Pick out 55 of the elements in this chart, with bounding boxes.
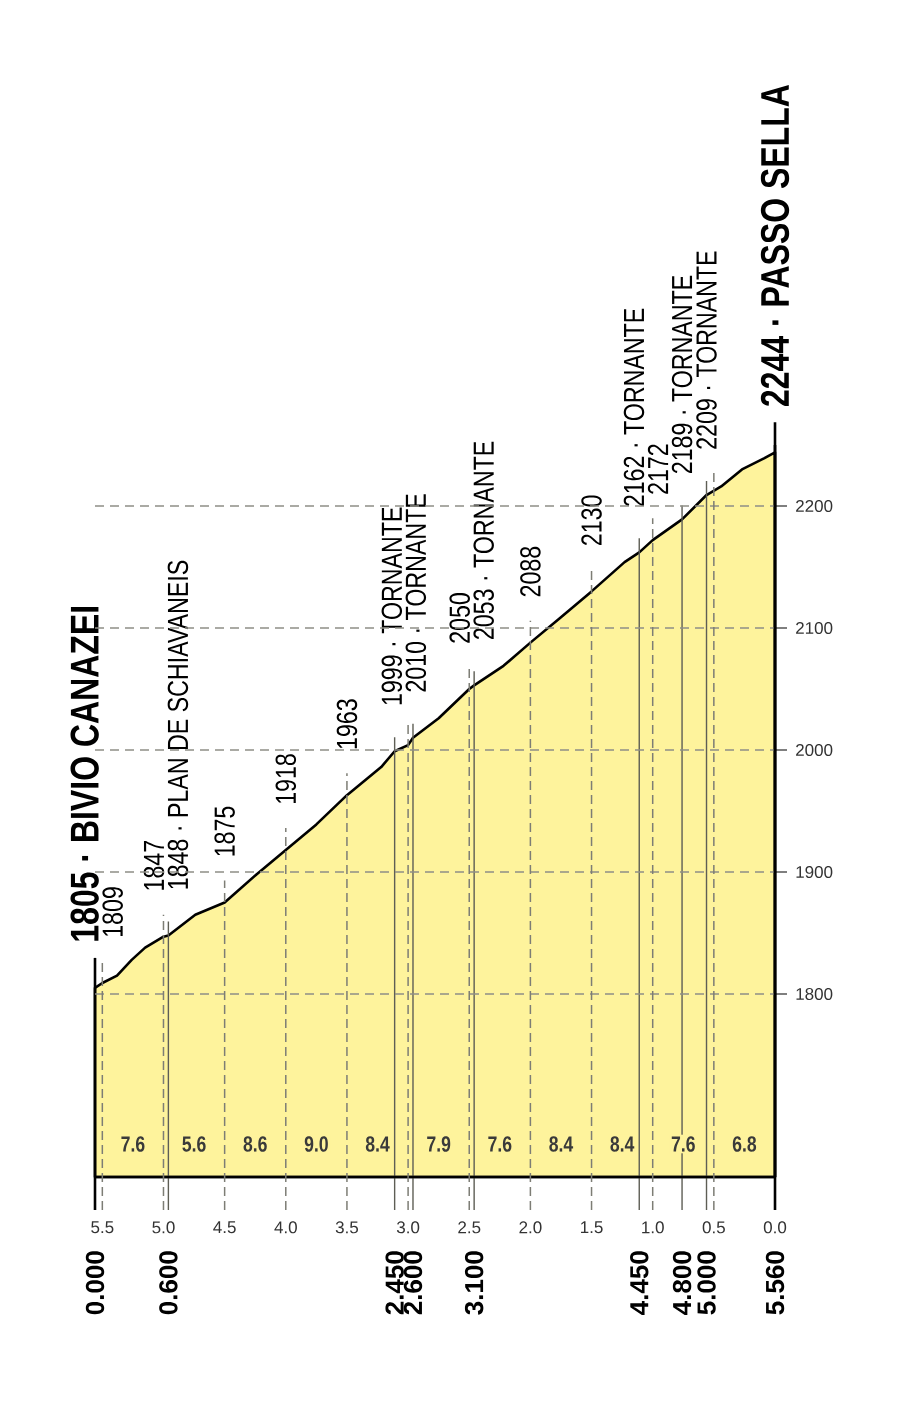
- x2-tick-label: 1.0: [642, 1221, 664, 1234]
- annotation: 7.9: [427, 1136, 451, 1152]
- annotation: 8.4: [365, 1136, 390, 1152]
- annotation: 1847: [143, 841, 165, 890]
- annotation: 1805 · BIVIO CANAZEI: [70, 607, 99, 941]
- annotation: 1848 · PLAN DE SCHIAVANEIS: [167, 560, 189, 889]
- x2-tick-label: 2.0: [519, 1221, 542, 1234]
- annotation: 7.6: [488, 1136, 512, 1152]
- x-tick-label: 0.600: [159, 1251, 178, 1315]
- annotation: 2162 · TORNANTE: [623, 308, 645, 506]
- y-tick-label: 2200: [796, 499, 833, 513]
- x2-tick-label: 0.0: [763, 1221, 787, 1234]
- x2-tick-label: 5.0: [152, 1221, 175, 1234]
- y-tick-label: 2100: [796, 621, 833, 635]
- annotation: 2010 · TORNANTE: [405, 494, 427, 692]
- annotation: 8.4: [610, 1136, 635, 1152]
- x-tick-label: 2.450: [385, 1251, 404, 1315]
- annotation: 2050: [449, 593, 470, 643]
- annotation: 1999 · TORNANTE: [381, 507, 403, 705]
- annotation: 2053 · TORNANTE: [473, 441, 494, 639]
- annotation: 2172: [647, 444, 669, 494]
- x2-tick-label: 4.0: [274, 1221, 297, 1234]
- annotation: 2189 · TORNANTE: [671, 275, 693, 474]
- annotation: 2088: [520, 546, 541, 597]
- x2-tick-label: 2.5: [458, 1221, 481, 1234]
- annotation: 2130: [581, 495, 602, 546]
- x-tick-label: 5.560: [765, 1251, 785, 1315]
- x-tick-label: 2.600: [403, 1251, 423, 1315]
- x-tick-label: 4.450: [630, 1251, 649, 1315]
- annotation: 6.8: [732, 1136, 757, 1152]
- x-tick-label: 3.100: [464, 1251, 484, 1315]
- y-tick-label: 1900: [796, 865, 833, 879]
- annotation: 7.6: [671, 1136, 695, 1152]
- x2-tick-label: 1.5: [581, 1221, 603, 1234]
- x-tick-label: 5.000: [697, 1251, 716, 1315]
- x2-tick-label: 5.5: [91, 1221, 114, 1234]
- annotation: 1918: [275, 754, 297, 804]
- x2-tick-label: 0.5: [702, 1221, 725, 1234]
- y-tick-label: 1800: [796, 987, 833, 1001]
- y-tick-label: 2000: [796, 743, 833, 757]
- annotation: 9.0: [304, 1136, 328, 1152]
- annotation: 2209 · TORNANTE: [696, 251, 717, 449]
- annotation: 1809: [102, 887, 123, 937]
- x-tick-label: 0.000: [85, 1251, 105, 1315]
- x-tick-label: 4.800: [672, 1251, 692, 1315]
- x2-tick-label: 3.0: [396, 1221, 420, 1234]
- annotation: 1875: [214, 806, 235, 856]
- x2-tick-label: 3.5: [335, 1221, 359, 1234]
- annotation: 8.4: [549, 1136, 574, 1152]
- annotation: 2244 · PASSO SELLA: [760, 84, 790, 407]
- annotation: 5.6: [182, 1136, 206, 1152]
- annotation: 1963: [336, 699, 358, 749]
- x2-tick-label: 4.5: [213, 1221, 236, 1234]
- annotation: 7.6: [121, 1136, 145, 1152]
- annotation: 8.6: [243, 1136, 267, 1152]
